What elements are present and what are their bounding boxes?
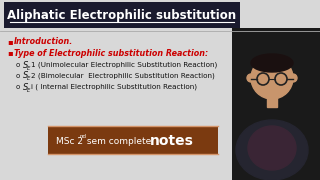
Text: ▪: ▪ (7, 37, 12, 46)
Text: MSc 2: MSc 2 (56, 136, 83, 145)
Ellipse shape (248, 126, 296, 170)
Text: sem complete: sem complete (84, 136, 154, 145)
Text: o: o (16, 62, 20, 68)
Circle shape (247, 74, 255, 82)
Text: ▪: ▪ (7, 48, 12, 57)
Text: E: E (27, 66, 30, 71)
Text: Type of Electrophilic substitution Reaction:: Type of Electrophilic substitution React… (14, 48, 208, 57)
Bar (48, 126, 218, 154)
Text: S: S (23, 82, 28, 91)
Text: nd: nd (79, 134, 86, 138)
Text: E: E (27, 76, 30, 82)
Text: i ( Internal Electrophilic Substitution Reaction): i ( Internal Electrophilic Substitution … (31, 84, 197, 90)
Text: S: S (23, 60, 28, 69)
Circle shape (289, 74, 297, 82)
Text: o: o (16, 84, 20, 90)
Text: 2 (Bimolecular  Electrophilic Substitution Reaction): 2 (Bimolecular Electrophilic Substitutio… (31, 73, 215, 79)
Bar (232, 28, 320, 180)
Ellipse shape (251, 54, 293, 72)
Text: Introduction.: Introduction. (14, 37, 73, 46)
Text: notes: notes (150, 134, 194, 148)
Bar (267, 95, 277, 107)
Text: 1 (Unimolecular Electrophilic Substitution Reaction): 1 (Unimolecular Electrophilic Substituti… (31, 62, 217, 68)
Text: E: E (27, 87, 30, 93)
Text: o: o (16, 73, 20, 79)
Bar (4, 2, 240, 28)
Ellipse shape (236, 120, 308, 180)
Text: Aliphatic Electrophilic substitution: Aliphatic Electrophilic substitution (7, 8, 236, 21)
Circle shape (251, 57, 293, 99)
Text: S: S (23, 71, 28, 80)
